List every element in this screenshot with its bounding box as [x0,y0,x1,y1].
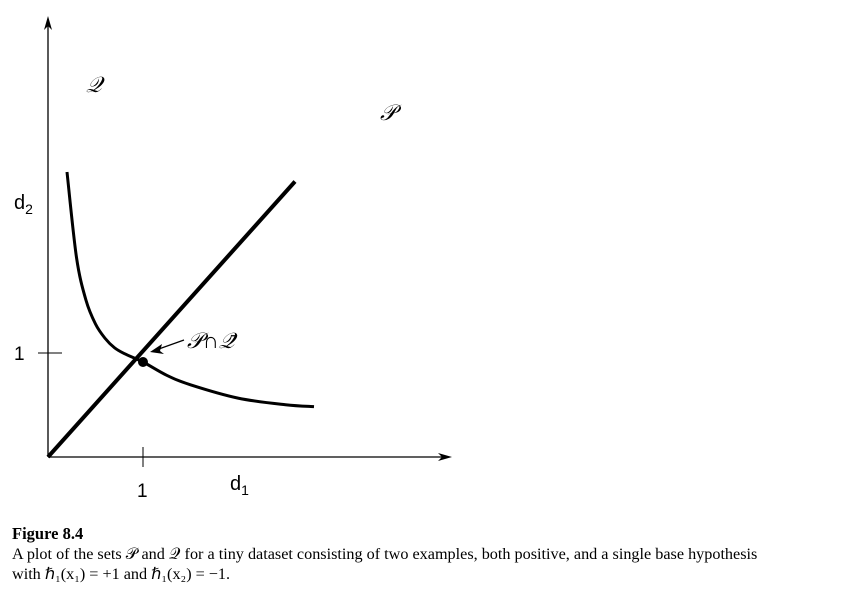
x-tick-label: 1 [137,481,148,502]
figure-caption: Figure 8.4 A plot of the sets 𝒫 and 𝒬 fo… [12,524,842,584]
x-axis-arrow [438,453,452,461]
caption-title: Figure 8.4 [12,524,84,543]
series-q-curve [65,171,315,409]
intersection-point [138,357,148,367]
annotation-label: 𝒫∩𝒬̄ [187,328,238,353]
series-q-label: 𝒬 [86,72,105,97]
annotation-arrow-head [150,344,164,354]
series-p-line [46,180,297,459]
x-axis-label: d1 [230,473,249,498]
figure: 1 1 d1 d2 𝒬 𝒫 𝒫∩𝒬̄ [14,16,452,502]
y-axis-label: d2 [14,192,33,217]
caption-line-1: A plot of the sets 𝒫 and 𝒬 for a tiny da… [12,545,758,563]
plot-area: 1 1 d1 d2 𝒬 𝒫 𝒫∩𝒬̄ [14,16,452,502]
caption-line-2: with ℏ₁(x₁) = +1 and ℏ₁(x₂) = −1. [12,565,231,583]
y-axis-arrow [44,16,52,30]
series-p-label: 𝒫 [380,100,402,125]
y-tick-label: 1 [14,344,25,365]
